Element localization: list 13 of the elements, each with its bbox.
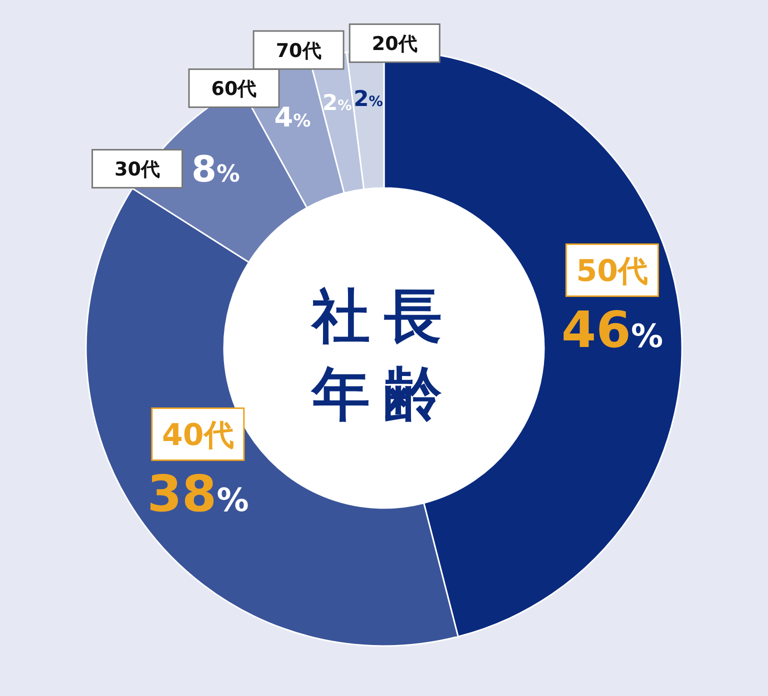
data-label: 2% xyxy=(354,87,383,112)
slice-label: 70代 xyxy=(276,40,322,62)
data-label: 38% xyxy=(147,465,249,524)
data-label: 46% xyxy=(561,301,664,360)
slice-label: 30代 xyxy=(114,158,160,181)
slice-label: 50代 xyxy=(576,254,648,290)
title: 社長年齢 xyxy=(312,282,456,428)
data-label: 2% xyxy=(322,90,352,116)
slice-label: 20代 xyxy=(372,33,418,56)
data-label: 4% xyxy=(274,102,312,134)
data-label: 8% xyxy=(191,149,240,190)
slice-label: 40代 xyxy=(162,418,234,454)
slice-label: 60代 xyxy=(211,78,257,100)
